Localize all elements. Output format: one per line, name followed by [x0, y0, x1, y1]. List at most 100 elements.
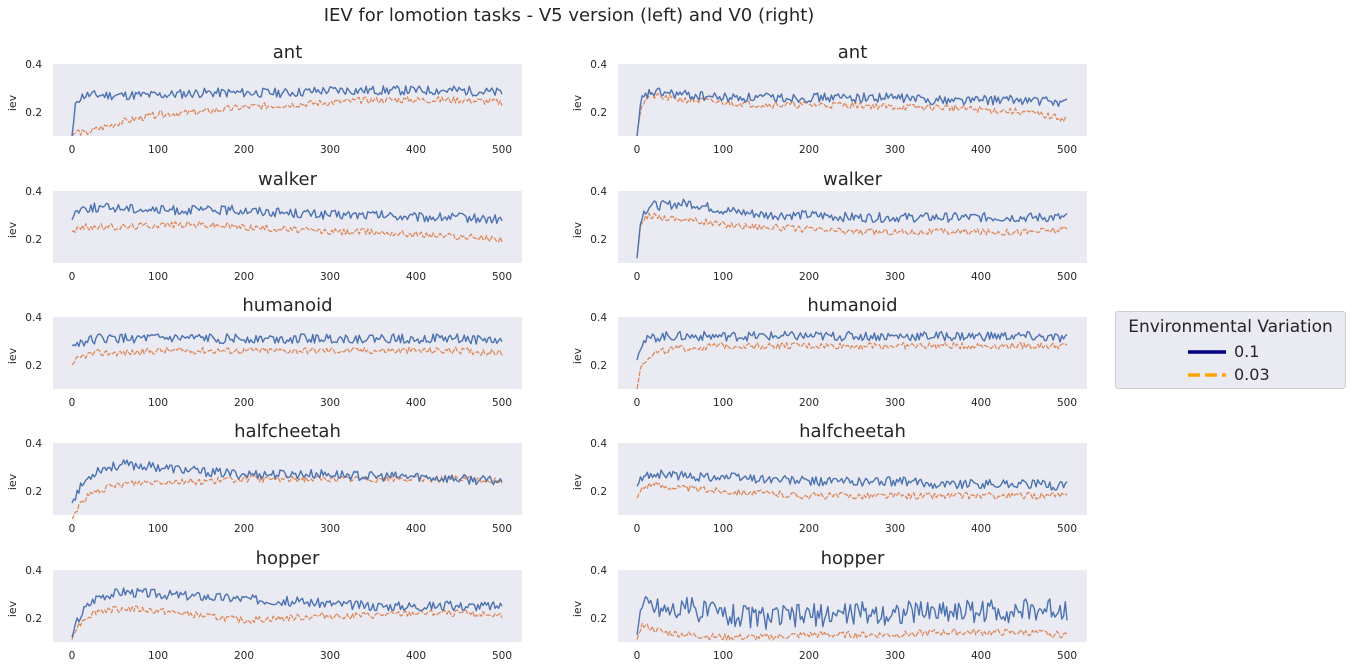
x-tick-label: 300 — [885, 650, 905, 662]
series-line-0.03 — [636, 622, 1068, 641]
y-tick-label: 0.2 — [25, 234, 42, 246]
series-line-0.03 — [71, 96, 503, 137]
x-tick-label: 400 — [971, 523, 991, 535]
x-tick-label: 200 — [234, 650, 254, 662]
x-tick-label: 500 — [492, 650, 512, 662]
legend-line-solid — [1188, 350, 1226, 354]
x-tick-label: 300 — [885, 523, 905, 535]
x-tick-label: 200 — [799, 650, 819, 662]
x-tick-label: 400 — [406, 397, 426, 409]
x-tick-label: 0 — [634, 271, 641, 283]
x-tick-label: 400 — [406, 144, 426, 156]
y-tick-label: 0.2 — [25, 360, 42, 372]
series-line-0.1 — [636, 595, 1068, 635]
y-tick-label: 0.4 — [25, 59, 42, 71]
legend-label-high: 0.1 — [1234, 342, 1260, 361]
series-line-0.03 — [71, 220, 503, 243]
series-line-0.1 — [636, 330, 1068, 361]
y-tick-label: 0.2 — [25, 613, 42, 625]
subplot-humanoid-v5: humanoid iev 0.2 0.4 0 100 200 300 400 500 — [6, 295, 522, 409]
series-line-0.03 — [71, 346, 503, 366]
x-tick-label: 500 — [1057, 397, 1077, 409]
x-tick-label: 500 — [492, 397, 512, 409]
plot-area — [53, 64, 522, 136]
x-tick-label: 100 — [148, 650, 168, 662]
x-tick-label: 100 — [713, 650, 733, 662]
x-tick-label: 500 — [492, 523, 512, 535]
y-axis-label: iev — [6, 221, 19, 238]
y-tick-label: 0.4 — [590, 186, 607, 198]
series-line-0.1 — [71, 202, 503, 225]
series-line-0.03 — [636, 91, 1068, 137]
x-tick-label: 400 — [971, 144, 991, 156]
plot-area — [618, 317, 1087, 389]
y-tick-label: 0.2 — [590, 360, 607, 372]
series-line-0.03 — [636, 481, 1068, 500]
x-tick-label: 200 — [234, 523, 254, 535]
x-tick-label: 300 — [885, 397, 905, 409]
figure-title: IEV for lomotion tasks - V5 version (lef… — [324, 5, 815, 26]
subplot-title: humanoid — [242, 295, 332, 316]
subplot-humanoid-v0: humanoid iev 0.2 0.4 0 100 200 300 400 500 — [571, 295, 1087, 409]
plot-area — [618, 570, 1087, 642]
y-tick-label: 0.2 — [25, 107, 42, 119]
legend: Environmental Variation 0.1 0.03 — [1115, 311, 1346, 389]
y-axis-label: iev — [571, 473, 584, 490]
y-tick-label: 0.4 — [25, 312, 42, 324]
x-tick-label: 400 — [406, 523, 426, 535]
plot-area — [53, 191, 522, 263]
subplot-title: walker — [823, 169, 883, 190]
y-axis-label: iev — [571, 94, 584, 111]
x-tick-label: 300 — [885, 271, 905, 283]
x-tick-label: 200 — [234, 397, 254, 409]
x-tick-label: 300 — [320, 523, 340, 535]
x-tick-label: 400 — [406, 650, 426, 662]
x-tick-label: 100 — [713, 397, 733, 409]
subplot-hopper-v0: hopper iev 0.2 0.4 0 100 200 300 400 500 — [571, 548, 1087, 662]
x-tick-label: 100 — [148, 523, 168, 535]
x-tick-label: 100 — [148, 271, 168, 283]
y-axis-label: iev — [6, 473, 19, 490]
x-tick-label: 200 — [799, 271, 819, 283]
plot-area — [618, 191, 1087, 263]
y-tick-label: 0.4 — [25, 186, 42, 198]
x-tick-label: 300 — [885, 144, 905, 156]
x-tick-label: 400 — [971, 650, 991, 662]
x-tick-label: 400 — [971, 271, 991, 283]
x-tick-label: 100 — [713, 523, 733, 535]
x-tick-label: 300 — [320, 650, 340, 662]
x-tick-label: 500 — [1057, 144, 1077, 156]
series-line-0.1 — [636, 198, 1068, 259]
x-tick-label: 0 — [634, 144, 641, 156]
y-tick-label: 0.2 — [590, 486, 607, 498]
series-line-0.1 — [636, 87, 1068, 137]
x-tick-label: 300 — [320, 271, 340, 283]
subplot-ant-v5: ant iev 0.2 0.4 0 100 200 300 400 500 — [6, 42, 522, 156]
y-axis-label: iev — [571, 221, 584, 238]
y-tick-label: 0.4 — [590, 438, 607, 450]
x-tick-label: 400 — [406, 271, 426, 283]
y-axis-label: iev — [571, 600, 584, 617]
y-tick-label: 0.4 — [590, 312, 607, 324]
x-tick-label: 500 — [1057, 523, 1077, 535]
subplot-title: hopper — [256, 548, 320, 569]
x-tick-label: 0 — [69, 650, 76, 662]
x-tick-label: 200 — [799, 397, 819, 409]
y-axis-label: iev — [6, 347, 19, 364]
x-tick-label: 300 — [320, 397, 340, 409]
subplot-halfcheetah-v5: halfcheetah iev 0.2 0.4 0 100 200 300 400 500 — [6, 421, 522, 535]
subplot-title: hopper — [821, 548, 885, 569]
legend-title: Environmental Variation — [1128, 317, 1333, 337]
subplot-grid: ant iev 0.2 0.4 0 100 200 300 400 500 ant iev 0.2 0.4… — [6, 42, 1087, 662]
plot-area — [618, 443, 1087, 515]
x-tick-label: 0 — [634, 650, 641, 662]
series-line-0.03 — [71, 605, 503, 640]
series-line-0.1 — [636, 469, 1068, 491]
x-tick-label: 500 — [1057, 650, 1077, 662]
x-tick-label: 0 — [634, 523, 641, 535]
subplot-title: halfcheetah — [799, 421, 906, 442]
x-tick-label: 100 — [713, 271, 733, 283]
y-tick-label: 0.2 — [590, 234, 607, 246]
subplot-halfcheetah-v0: halfcheetah iev 0.2 0.4 0 100 200 300 400 500 — [571, 421, 1087, 535]
x-tick-label: 200 — [799, 523, 819, 535]
